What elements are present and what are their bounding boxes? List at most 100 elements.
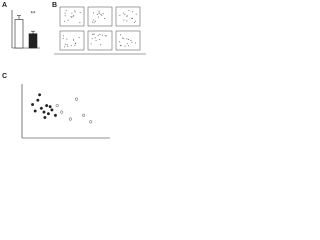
flow-event: [124, 45, 126, 47]
flow-event: [96, 14, 98, 16]
flow-event: [134, 42, 136, 44]
flow-event: [94, 20, 96, 22]
flow-event: [119, 34, 121, 36]
flow-event: [119, 44, 121, 46]
flow-event: [121, 37, 123, 39]
point: [60, 110, 64, 114]
panel-label: A: [2, 2, 7, 9]
flow-event: [64, 12, 66, 14]
flow-event: [74, 10, 76, 12]
point: [75, 97, 79, 101]
flow-event: [74, 11, 76, 13]
flow-event: [71, 12, 73, 14]
flow-event: [74, 44, 76, 46]
flow-event: [64, 46, 66, 48]
flow-event: [126, 38, 128, 40]
point: [45, 104, 49, 108]
flow-event: [126, 20, 128, 22]
flow-event: [79, 11, 81, 13]
point: [55, 104, 59, 108]
flow-event: [79, 22, 81, 24]
flow-event: [123, 19, 125, 21]
flow-event: [98, 16, 100, 18]
flow-event: [97, 34, 99, 36]
point: [53, 113, 57, 117]
point: [36, 98, 40, 102]
flow-event: [104, 17, 106, 19]
flow-event: [70, 44, 72, 46]
flow-event: [98, 10, 100, 12]
flow-event: [135, 20, 137, 22]
flow-event: [104, 35, 106, 37]
point: [50, 108, 54, 112]
flow-event: [119, 41, 121, 43]
flow-event: [90, 43, 92, 45]
flow-event: [91, 21, 93, 23]
flow-event: [67, 19, 69, 21]
flow-event: [135, 13, 137, 15]
flow-event: [99, 34, 101, 36]
flow-event: [98, 12, 100, 14]
point: [82, 113, 86, 117]
flow-event: [91, 38, 93, 40]
flow-event: [102, 13, 104, 15]
flow-event: [131, 11, 133, 13]
point: [43, 115, 47, 119]
flow-event: [64, 43, 66, 45]
flow-event: [101, 14, 103, 16]
page: {"chart_data": [ {"type": "bar", "panel"…: [0, 0, 150, 145]
flow-event: [95, 39, 97, 41]
flow-event: [124, 14, 126, 16]
flow-event: [66, 44, 68, 46]
flow-event: [67, 45, 69, 47]
flow-event: [64, 15, 66, 17]
point: [48, 105, 52, 109]
point: [38, 93, 42, 97]
flow-event: [72, 15, 74, 17]
flow-event: [91, 33, 93, 35]
flow-event: [123, 38, 125, 40]
flow-event: [131, 41, 133, 43]
point: [89, 120, 93, 124]
flow-plots: [54, 6, 146, 55]
flow-event: [128, 38, 130, 40]
flow-event: [62, 38, 64, 40]
flow-event: [100, 44, 102, 46]
flow-plot: [87, 30, 113, 51]
point: [46, 112, 50, 116]
flow-plot: [115, 30, 141, 51]
flow-event: [126, 43, 128, 45]
flow-event: [119, 14, 121, 16]
flow-event: [63, 20, 65, 22]
flow-plot: [115, 6, 141, 27]
point: [42, 110, 46, 114]
flow-event: [126, 15, 128, 17]
flow-event: [100, 13, 102, 15]
flow-event: [105, 35, 107, 37]
flow-event: [133, 22, 135, 24]
flow-event: [128, 45, 130, 47]
flow-event: [99, 38, 101, 40]
flow-event: [71, 16, 73, 18]
flow-event: [101, 34, 103, 36]
flow-plot: [59, 30, 85, 51]
flow-event: [93, 22, 95, 24]
flow-plot: [87, 6, 113, 27]
figure: A B C **: [2, 2, 146, 139]
point: [31, 103, 35, 107]
bar: [14, 19, 24, 49]
flow-event: [65, 10, 67, 12]
bar: [28, 33, 38, 49]
annotation: **: [31, 12, 36, 18]
flow-plot: [59, 6, 85, 27]
flow-event: [92, 12, 94, 14]
flow-event: [130, 17, 132, 19]
flow-event: [123, 12, 125, 14]
point: [33, 109, 37, 113]
flow-event: [94, 37, 96, 39]
flow-event: [78, 36, 80, 38]
flow-event: [70, 16, 72, 18]
flow-event: [75, 42, 77, 44]
flow-event: [73, 14, 75, 16]
flow-event: [120, 45, 122, 47]
